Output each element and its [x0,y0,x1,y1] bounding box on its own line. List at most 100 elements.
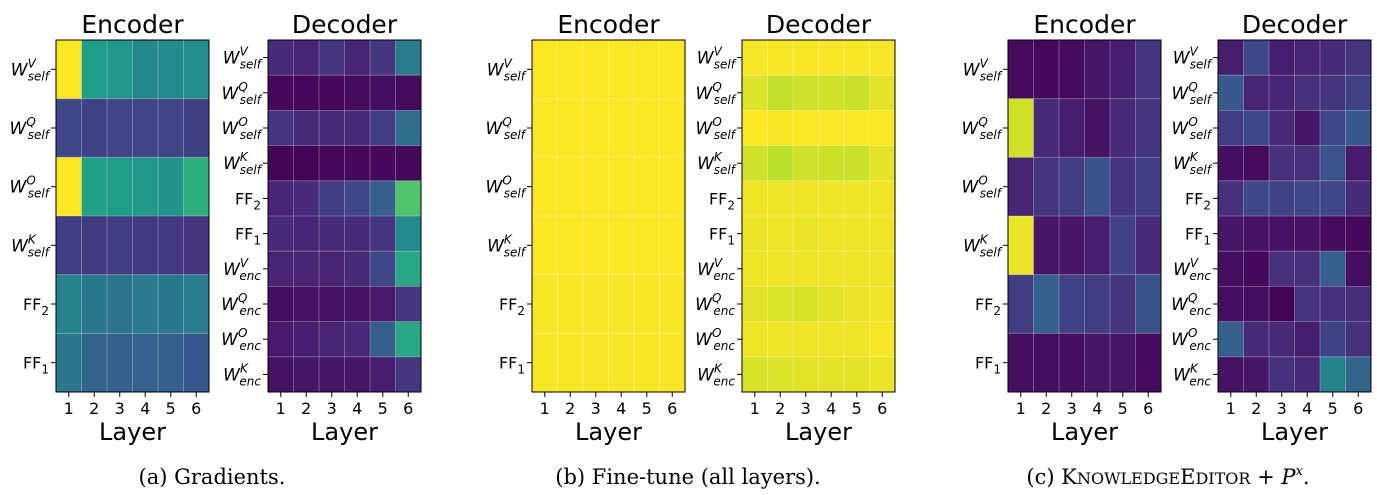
heatmap-cell [844,145,870,182]
heatmap-cell [793,251,819,287]
y-label-sub: enc [239,339,261,353]
y-label-base: W [11,60,29,80]
caption-c-symbol: P [1280,465,1296,489]
heatmap-cell [767,251,794,287]
heatmap-cell [767,321,794,358]
heatmap-cell [583,40,609,99]
heatmap-cell [869,321,896,358]
heatmap-cell [1110,157,1136,217]
heatmap-cell [1320,180,1346,217]
heatmap-cell [1269,180,1295,217]
y-label-base: W [1173,49,1191,69]
y-label-sub: self [28,128,51,142]
heatmap-cell [395,216,422,252]
heatmap-cell [1320,75,1346,111]
heatmap-cell [557,274,584,334]
heatmap-cell [818,356,845,393]
heatmap-cell [1218,40,1244,76]
y-label-base: W [487,60,505,80]
heatmap-cell [1084,40,1111,99]
y-label-base: W [1173,365,1191,385]
y-label-sup: K [240,361,249,375]
y-label-base: FF [235,189,253,208]
heatmap-cell [268,180,294,217]
x-axis-label: Layer [1261,418,1328,446]
y-tick-label: WO self [962,174,1003,201]
heatmap-cell [1243,110,1270,146]
y-label-sub: 2 [1203,198,1211,212]
heatmap-cell [869,216,896,252]
heatmap-cell [818,40,845,76]
heatmap-cell [1269,321,1295,358]
y-tick-label: WV self [963,56,1003,83]
heatmap-cell [818,251,845,287]
heatmap-cell [557,98,584,158]
heatmap-cell [742,145,768,182]
heatmap-cell [183,98,210,158]
heatmap-cell [1218,180,1244,217]
y-tick-label: WK self [697,150,737,177]
heatmap-cell [634,157,660,217]
x-tick-label: 6 [403,399,413,418]
y-label-sup: O [712,326,721,340]
y-tick-label: WK self [963,232,1003,259]
y-label-sup: Q [712,80,721,94]
x-tick-label: 4 [616,399,626,418]
y-label-sub: self [714,93,737,107]
y-label-sup: V [714,45,723,59]
heatmap-cell [818,321,845,358]
y-label-base: W [1172,119,1190,139]
y-label-sub: 2 [41,304,49,318]
heatmap-cell [608,274,635,334]
y-tick-label: WK self [487,232,527,259]
heatmap-cell [56,157,82,217]
heatmap-cell [1345,110,1372,146]
heatmap-cell [1345,251,1372,287]
heatmap-cell [1218,356,1244,393]
y-label-base: W [1172,84,1190,104]
heatmap-cell [659,216,686,275]
heatmap-cell [293,251,320,287]
x-tick-label: 5 [642,399,652,418]
y-label-sub: 1 [1203,234,1211,248]
heatmap-cell [659,333,686,393]
heatmap-cell [659,98,686,158]
x-tick-label: 2 [565,399,575,418]
heatmap-cell [1320,145,1346,182]
x-tick-label: 1 [750,399,760,418]
heatmap-cell [869,75,896,111]
y-label-base: W [222,84,240,104]
y-label-sub: 1 [41,363,49,377]
heatmap-cell [818,145,845,182]
heatmap-cell [395,321,422,358]
heatmap-cell [557,157,584,217]
heatmap-cell [268,356,294,393]
y-label-sup: O [712,115,721,129]
heatmap-cell [107,274,133,334]
y-tick-label: WV enc [223,256,261,283]
heatmap-cell [107,333,133,393]
heatmap-cell [1243,356,1270,393]
caption-a: (a) Gradients. [139,465,286,489]
caption-c-end: . [1303,465,1310,489]
y-tick-label: WV self [11,56,51,83]
heatmap-cell [1243,321,1270,358]
heatmap-cell [319,145,345,182]
y-tick-label: WV self [697,45,737,72]
heatmap-cell [1033,98,1060,158]
heatmap-cell [742,286,768,322]
heatmap-cell [107,40,133,99]
y-label-sub: self [504,69,527,83]
heatmap-cell [793,180,819,217]
heatmap-cell [370,145,396,182]
heatmap-cell [183,157,210,217]
y-label-base: W [962,119,980,139]
y-label-base: FF [975,354,993,373]
y-label-sub: enc [239,304,261,318]
heatmap-cell [1269,216,1295,252]
y-tick-label: FF2 [975,295,1001,318]
